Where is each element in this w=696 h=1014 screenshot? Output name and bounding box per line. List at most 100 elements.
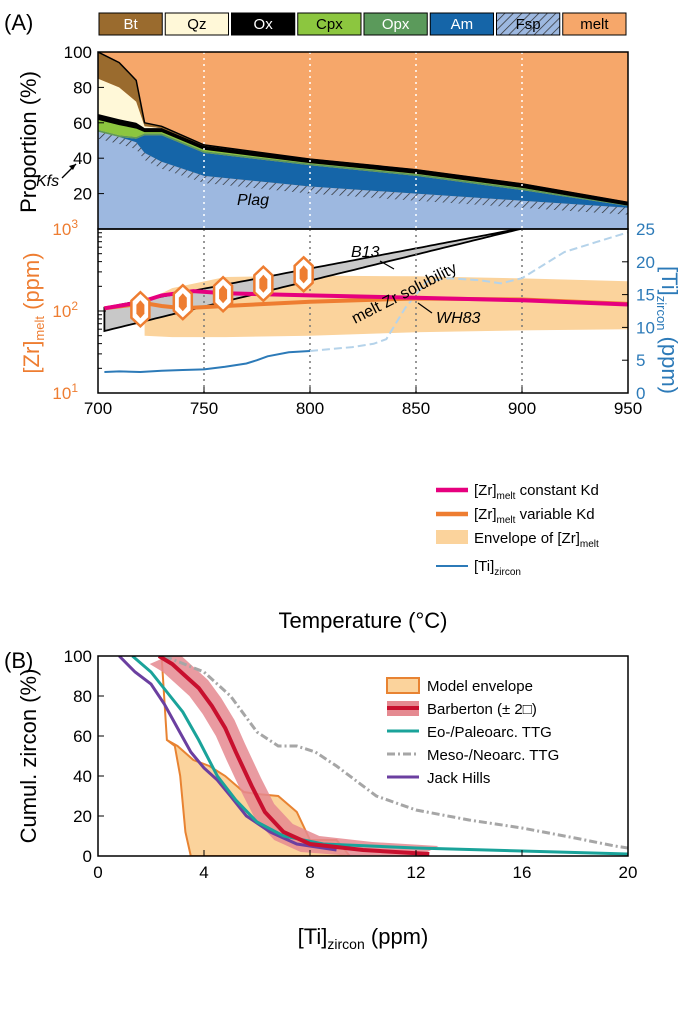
wh83-leader [417, 302, 433, 314]
b-ytick-label-100: 100 [64, 647, 92, 666]
cumulative-plot [118, 656, 628, 856]
b-ytick-label-40: 40 [73, 767, 92, 786]
xtick-label-800: 800 [296, 399, 324, 418]
plag-annotation: Plag [237, 192, 269, 209]
x-axis-label-a: Temperature (°C) [279, 608, 448, 633]
ti-line-solid [104, 350, 311, 374]
legend-b-barberton: Barberton (± 2□) [427, 701, 537, 718]
xtick-label-750: 750 [190, 399, 218, 418]
ti-line-faded [309, 231, 628, 352]
jack-hills-line [118, 656, 337, 852]
b-ticks: 0 20 40 60 80 100 0 4 8 12 16 20 [64, 647, 638, 882]
kfs-annotation: Kfs [36, 173, 59, 190]
top-ytick-label-40: 40 [73, 149, 92, 168]
meso-neo-line [163, 656, 628, 850]
xtick-label-950: 950 [614, 399, 642, 418]
b13-leader [379, 260, 395, 270]
top-y-ticks: 20 40 60 80 100 [64, 43, 629, 230]
left-ytick-label-1: 101 [52, 381, 78, 403]
mineral-legend-box-fsp [496, 12, 561, 36]
mineral-legend-label-ox: Ox [254, 16, 274, 33]
b-ytick-label-80: 80 [73, 687, 92, 706]
legend-b-jack: Jack Hills [427, 770, 490, 787]
b-ytick-label-20: 20 [73, 807, 92, 826]
right-y-axis-label: [Ti]zircon (ppm) [654, 266, 682, 394]
legend-a-var-kd: [Zr]melt variable Kd [474, 506, 595, 526]
b-xtick-label-4: 4 [199, 863, 208, 882]
mineral-legend-label-fsp: Fsp [516, 16, 541, 33]
mineral-legend-label-bt: Bt [124, 16, 139, 33]
mineral-legend-box-cpx [297, 12, 362, 36]
zircon-glyph-core-5 [299, 265, 308, 284]
top-ytick-label-60: 60 [73, 114, 92, 133]
right-ytick-label-20: 20 [636, 253, 655, 272]
legend-a-envelope-swatch [436, 530, 468, 544]
area-am [98, 131, 628, 208]
wh83-label: WH83 [436, 310, 481, 327]
mineral-legend-box-am [429, 12, 494, 36]
b-xtick-label-0: 0 [93, 863, 102, 882]
mineral-legend-label-melt: melt [580, 16, 609, 33]
mineral-legend-box-opx [363, 12, 428, 36]
mineral-legend-label-am: Am [451, 16, 474, 33]
plag-area [98, 138, 628, 229]
top-ytick-label-80: 80 [73, 78, 92, 97]
left-ytick-label-2: 102 [52, 299, 78, 321]
top-ytick-label-100: 100 [64, 43, 92, 62]
zircon-glyph-core-3 [219, 285, 228, 304]
mineral-legend: Bt Qz Ox Cpx Opx Am Fsp melt [98, 12, 627, 36]
b-xtick-label-8: 8 [305, 863, 314, 882]
mineral-legend-box-ox [231, 12, 296, 36]
kfs-arrowhead [69, 164, 76, 170]
right-y-label-unit: (ppm) [657, 330, 682, 394]
left-y-axis-label: [Zr]melt (ppm) [19, 252, 47, 373]
b13-label: B13 [351, 244, 380, 261]
legend-b-model: Model envelope [427, 678, 533, 695]
legend-b-meso: Meso-/Neoarc. TTG [427, 747, 559, 764]
right-y-label-main: [Ti] [657, 266, 682, 296]
top-ytick-label-20: 20 [73, 185, 92, 204]
legend-a: [Zr]melt constant Kd [Zr]melt variable K… [436, 482, 599, 578]
right-ytick-label-5: 5 [636, 351, 645, 370]
mineral-legend-label-cpx: Cpx [316, 16, 343, 33]
zircon-glyph-core-2 [178, 293, 187, 312]
eo-paleo-line [131, 656, 628, 856]
legend-a-const-kd: [Zr]melt constant Kd [474, 482, 599, 502]
mineral-legend-label-opx: Opx [382, 16, 410, 33]
left-ytick-label-3: 103 [52, 217, 78, 239]
right-ytick-label-15: 15 [636, 286, 655, 305]
xtick-label-700: 700 [84, 399, 112, 418]
barberton-line [157, 656, 430, 856]
legend-b-eo: Eo-/Paleoarc. TTG [427, 724, 552, 741]
top-y-axis-label: Proportion (%) [16, 71, 41, 213]
model-envelope [160, 656, 352, 856]
right-y-label-sub: zircon [654, 296, 669, 331]
zircon-glyph-core-4 [259, 274, 268, 293]
b-x-axis-label: [Ti]zircon (ppm) [298, 924, 429, 952]
phase-proportion-area [98, 52, 628, 229]
panel-a-label: (A) [4, 10, 33, 35]
barberton-band [149, 656, 439, 856]
legend-b-model-swatch [386, 677, 420, 694]
b-ytick-label-0: 0 [83, 847, 92, 866]
left-y-label-unit: (ppm) [19, 252, 44, 316]
right-ytick-label-25: 25 [636, 220, 655, 239]
b-xtick-label-12: 12 [407, 863, 426, 882]
panel-b-label: (B) [4, 648, 33, 673]
b-y-axis-label: Cumul. zircon (%) [16, 669, 41, 844]
right-ytick-label-10: 10 [636, 318, 655, 337]
melt-boundary-line [98, 52, 628, 204]
legend-b: Model envelope Barberton (± 2□) Eo-/Pale… [386, 677, 559, 787]
left-y-label-main: [Zr] [19, 341, 44, 374]
zircon-glyph-core-1 [136, 300, 145, 319]
mineral-legend-label-qz: Qz [187, 16, 206, 33]
mineral-legend-box-qz [164, 12, 229, 36]
legend-a-envelope: Envelope of [Zr]melt [474, 530, 599, 550]
legend-a-ti: [Ti]zircon [474, 558, 521, 578]
zr-ti-plot [103, 229, 628, 393]
b-xtick-label-16: 16 [513, 863, 532, 882]
xtick-label-900: 900 [508, 399, 536, 418]
b-xtick-label-20: 20 [619, 863, 638, 882]
left-y-label-sub: melt [32, 316, 47, 341]
